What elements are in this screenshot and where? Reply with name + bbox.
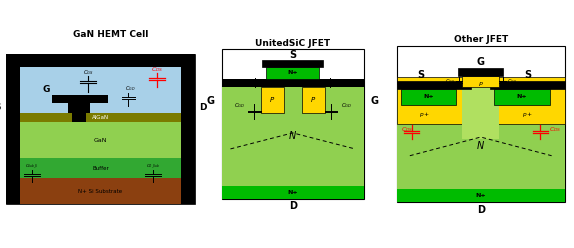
Bar — [490, 77, 565, 124]
Text: S: S — [0, 103, 1, 112]
Text: $C_{GD}$: $C_{GD}$ — [234, 101, 245, 110]
Text: N+: N+ — [517, 94, 527, 99]
Text: N: N — [289, 131, 296, 141]
Text: GaN: GaN — [94, 138, 107, 143]
Text: $C_{GD}$: $C_{GD}$ — [340, 101, 352, 110]
Text: $C_{DS}$: $C_{DS}$ — [150, 65, 163, 74]
Bar — [397, 85, 565, 189]
Text: GaN HEMT Cell: GaN HEMT Cell — [73, 30, 148, 39]
Bar — [222, 186, 364, 199]
Text: P: P — [270, 97, 274, 103]
Bar — [181, 54, 195, 204]
Text: $C_{DS}$: $C_{DS}$ — [549, 125, 561, 134]
Bar — [12, 158, 189, 178]
Text: P: P — [311, 97, 315, 103]
Bar — [302, 87, 325, 113]
Text: N+: N+ — [288, 190, 298, 195]
Text: UnitedSiC JFET: UnitedSiC JFET — [255, 39, 330, 48]
Text: $C_{GS}$: $C_{GS}$ — [83, 68, 94, 77]
Bar — [6, 54, 195, 67]
Bar — [68, 103, 91, 113]
Bar — [20, 64, 181, 113]
Text: D: D — [199, 103, 207, 112]
Bar — [52, 95, 108, 103]
Text: S: S — [417, 70, 425, 81]
Bar — [462, 76, 499, 87]
Text: Other JFET: Other JFET — [453, 35, 508, 44]
Bar — [401, 89, 456, 105]
Bar — [397, 81, 471, 89]
Text: Buffer: Buffer — [92, 166, 109, 171]
Text: D: D — [477, 205, 484, 215]
Text: N+: N+ — [475, 193, 486, 198]
Text: N+: N+ — [288, 70, 298, 75]
Text: P: P — [479, 82, 483, 87]
Text: $C_{GS}$: $C_{GS}$ — [239, 79, 250, 88]
Text: D: D — [289, 201, 297, 211]
Bar — [397, 189, 565, 202]
Text: $C_{DS}$: $C_{DS}$ — [401, 125, 413, 134]
Text: $C_{GS}$: $C_{GS}$ — [444, 77, 455, 86]
Bar — [12, 122, 189, 158]
Bar — [261, 87, 284, 113]
Bar — [222, 79, 364, 87]
Text: N+ Si Substrate: N+ Si Substrate — [79, 189, 122, 194]
Text: $p+$: $p+$ — [522, 110, 533, 119]
Text: $C_{D\_Sub}$: $C_{D\_Sub}$ — [146, 163, 160, 171]
Text: N+: N+ — [423, 94, 434, 99]
Text: $C_{GD}$: $C_{GD}$ — [125, 84, 135, 93]
Bar — [397, 46, 565, 202]
Text: $C_{Sub\_S}$: $C_{Sub\_S}$ — [25, 163, 39, 171]
Text: S: S — [524, 70, 531, 81]
Text: G: G — [42, 85, 50, 94]
Bar — [12, 178, 189, 204]
Bar — [72, 113, 86, 122]
Text: $C_{GS}$: $C_{GS}$ — [335, 79, 346, 88]
Bar — [266, 67, 319, 79]
Bar — [462, 77, 499, 139]
Bar — [222, 49, 364, 199]
Bar — [222, 87, 364, 186]
Bar — [459, 68, 503, 76]
Text: AlGaN: AlGaN — [92, 115, 109, 120]
Text: $C_{GS}$: $C_{GS}$ — [507, 77, 517, 86]
Text: G: G — [207, 96, 215, 106]
Text: G: G — [477, 58, 484, 67]
Bar — [6, 54, 20, 204]
Bar — [397, 77, 471, 124]
Text: S: S — [289, 51, 296, 61]
Bar — [6, 54, 195, 204]
Bar — [262, 60, 323, 67]
Bar — [490, 81, 565, 89]
Text: $p+$: $p+$ — [419, 110, 430, 119]
Text: N: N — [477, 141, 484, 151]
Bar — [494, 89, 550, 105]
Text: G: G — [371, 96, 379, 106]
Bar — [20, 113, 181, 122]
